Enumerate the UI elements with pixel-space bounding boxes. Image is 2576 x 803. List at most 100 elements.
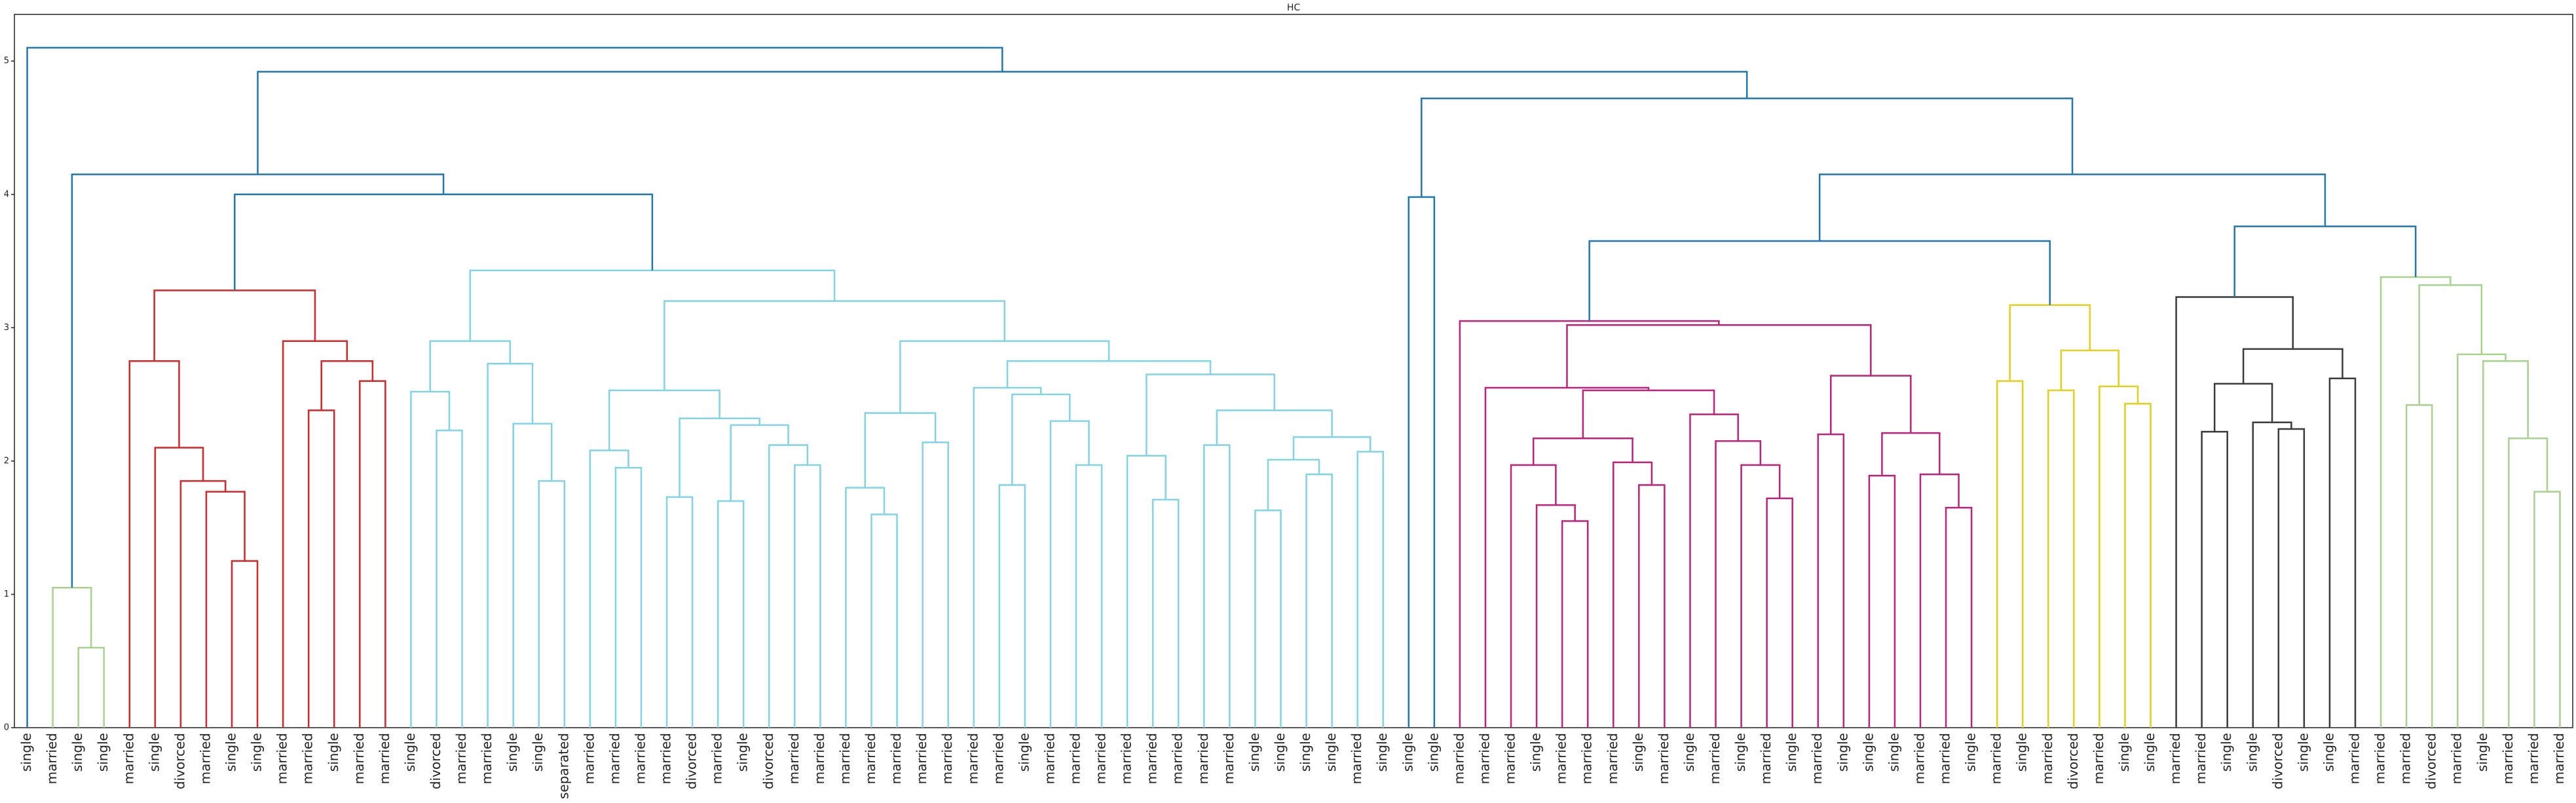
leaf-label: single <box>1963 733 1979 772</box>
dendrogram-link <box>1715 440 1762 728</box>
leaf-label: married <box>2449 733 2465 784</box>
dendrogram-link <box>154 447 204 728</box>
leaf-label: married <box>2526 733 2541 784</box>
leaf-label: single <box>2474 733 2490 772</box>
dendrogram-link <box>1292 436 1372 460</box>
dendrogram-link <box>231 560 259 728</box>
dendrogram-link <box>1566 324 1872 388</box>
leaf-label: divorced <box>760 733 776 789</box>
dendrogram-link <box>359 380 386 728</box>
leaf-label: married <box>837 733 853 784</box>
leaf-label: single <box>146 733 162 772</box>
dendrogram-link <box>234 193 654 291</box>
dendrogram-link <box>1006 360 1212 388</box>
leaf-label: married <box>658 733 674 784</box>
leaf-label: single <box>1400 733 1415 772</box>
dendrogram-link <box>730 424 789 501</box>
dendrogram-link <box>538 480 566 728</box>
leaf-label: married <box>351 733 367 784</box>
leaf-label: married <box>121 733 136 784</box>
dendrogram-link <box>26 47 1003 728</box>
leaf-label: married <box>1605 733 1620 784</box>
dendrogram-link <box>2175 296 2294 728</box>
plot-frame <box>14 14 2573 728</box>
leaf-label: married <box>1195 733 1211 784</box>
dendrogram-link <box>717 500 745 728</box>
dendrogram-link <box>1919 474 1960 728</box>
dendrogram-link <box>2099 385 2139 728</box>
leaf-label: married <box>2500 733 2516 784</box>
dendrogram-link <box>1588 240 2051 322</box>
dendrogram-link <box>2201 430 2228 728</box>
y-tick-label: 0 <box>4 723 9 733</box>
dendrogram-link <box>2456 353 2507 728</box>
dendrogram-link <box>153 289 316 362</box>
dendrogram-link <box>2482 360 2529 728</box>
leaf-label: single <box>2321 733 2336 772</box>
leaf-label: married <box>581 733 597 784</box>
dendrogram-link <box>614 466 643 728</box>
dendrogram-link <box>77 646 105 728</box>
dendrogram-link <box>1818 174 2326 242</box>
leaf-label: married <box>1119 733 1134 784</box>
leaf-label: married <box>888 733 904 784</box>
dendrogram-link <box>512 422 553 728</box>
leaf-label: single <box>530 733 546 772</box>
dendrogram-link <box>2252 421 2292 728</box>
leaf-label: married <box>300 733 316 784</box>
dendrogram-link <box>429 340 512 392</box>
leaf-label: single <box>2014 733 2030 772</box>
dendrogram-link <box>2328 377 2357 728</box>
leaf-label: married <box>709 733 725 784</box>
leaf-label: married <box>2551 733 2567 784</box>
leaf-label: married <box>2398 733 2414 784</box>
leaf-label: single <box>1016 733 1032 772</box>
leaf-label: married <box>1451 733 1466 784</box>
leaf-label: separated <box>555 733 571 799</box>
leaf-label: married <box>2167 733 2183 784</box>
dendrogram-link <box>1766 497 1793 728</box>
dendrogram-link <box>1532 438 1633 466</box>
leaf-label: married <box>2040 733 2055 784</box>
leaf-label: married <box>453 733 469 784</box>
leaf-label: single <box>1886 733 1901 772</box>
dendrogram-link <box>2380 276 2452 728</box>
leaf-label: married <box>2346 733 2362 784</box>
leaf-label: divorced <box>684 733 700 789</box>
dendrogram-link <box>410 390 451 728</box>
dendrogram-link <box>998 484 1026 728</box>
leaf-label: single <box>1528 733 1544 772</box>
dendrogram-link <box>307 409 335 728</box>
dendrogram-link <box>1305 474 1333 728</box>
leaf-label: married <box>1758 733 1774 784</box>
dendrogram-link <box>2233 225 2417 297</box>
dendrogram-link <box>1126 455 1167 728</box>
dendrogram-link <box>1582 389 1715 439</box>
leaf-label: divorced <box>428 733 443 789</box>
y-tick-label: 1 <box>4 589 9 599</box>
leaf-label: single <box>1374 733 1390 772</box>
leaf-label: single <box>1323 733 1339 772</box>
dendrogram-link <box>1740 464 1781 728</box>
leaf-label: divorced <box>2065 733 2081 789</box>
dendrogram-link <box>870 514 898 728</box>
leaf-label: single <box>2142 733 2157 772</box>
leaf-label: married <box>863 733 878 784</box>
leaf-label: married <box>479 733 495 784</box>
dendrogram-link <box>52 587 92 728</box>
leaf-label: married <box>197 733 213 784</box>
leaf-label: married <box>1988 733 2004 784</box>
leaf-label: married <box>1937 733 1953 784</box>
dendrogram-link <box>2124 403 2152 728</box>
dendrogram-link <box>1484 386 1650 728</box>
leaf-label: single <box>1732 733 1748 772</box>
dendrogram-link <box>1216 409 1333 445</box>
dendrogram-link <box>487 363 534 728</box>
leaf-label: married <box>632 733 648 784</box>
leaf-label: single <box>1272 733 1288 772</box>
dendrogram-link <box>257 71 1748 175</box>
dendrogram-link <box>1996 380 2024 728</box>
dendrogram-link <box>973 386 1042 728</box>
dendrogram-link <box>608 389 720 451</box>
